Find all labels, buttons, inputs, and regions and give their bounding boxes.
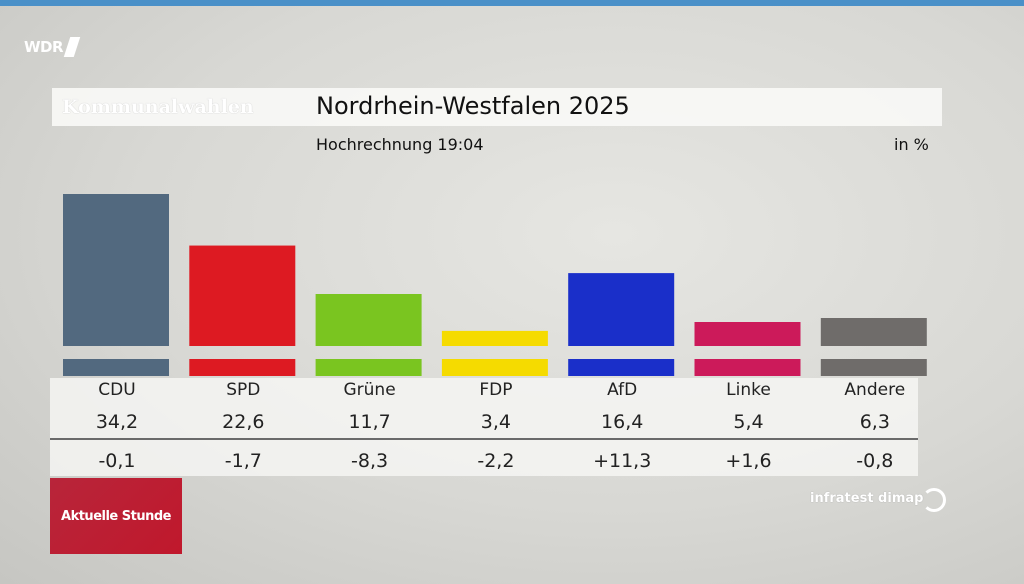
color-key-spd [189,359,296,376]
change-label-linke: +1,6 [725,450,772,472]
table-divider [50,438,918,440]
color-key-cdu [63,359,169,376]
change-label-fdp: -2,2 [477,450,515,472]
chart-title: Nordrhein-Westfalen 2025 [316,92,630,120]
category-label-grüne: Grüne [343,380,396,400]
chart-subtitle: Hochrechnung 19:04 [316,135,484,154]
change-label-andere: -0,8 [856,450,894,472]
bar-cdu [63,194,169,346]
broadcaster-name: WDR [24,38,64,56]
aktuelle-stunde-badge: Aktuelle Stunde [50,478,182,554]
bar-andere [820,318,927,346]
wdr-logo: WDR [24,36,88,58]
bar-fdp [441,330,548,346]
bar-grüne [315,294,422,346]
value-label-cdu: 34,2 [95,411,139,433]
category-label-cdu: CDU [98,380,136,400]
category-label-afd: AfD [607,380,638,400]
bar-linke [694,322,801,346]
value-label-linke: 5,4 [733,411,764,433]
bar-spd [189,245,296,346]
value-label-spd: 22,6 [222,411,265,433]
value-label-grüne: 11,7 [348,411,391,433]
bar-afd [568,273,675,346]
change-label-spd: -1,7 [224,450,262,472]
change-label-cdu: -0,1 [98,450,136,472]
color-key-grüne [315,359,422,376]
category-label-spd: SPD [226,380,261,400]
change-label-afd: +11,3 [593,450,652,472]
value-label-andere: 6,3 [859,411,890,433]
header-bar [52,88,942,126]
category-label-linke: Linke [726,380,771,400]
value-label-fdp: 3,4 [480,411,511,433]
change-label-grüne: -8,3 [351,450,389,472]
top-accent-strip [0,0,1024,6]
kicker-label: Kommunalwahlen [62,96,254,118]
color-key-andere [820,359,927,376]
results-table [50,378,918,476]
category-label-fdp: FDP [479,380,513,400]
source-label: infratest dimap [810,491,924,506]
category-label-andere: Andere [844,380,906,400]
value-label-afd: 16,4 [601,411,644,433]
infratest-dimap-logo-icon [922,488,946,512]
color-key-linke [694,359,801,376]
color-key-afd [568,359,675,376]
unit-label: in % [894,135,929,154]
color-key-fdp [441,359,548,376]
